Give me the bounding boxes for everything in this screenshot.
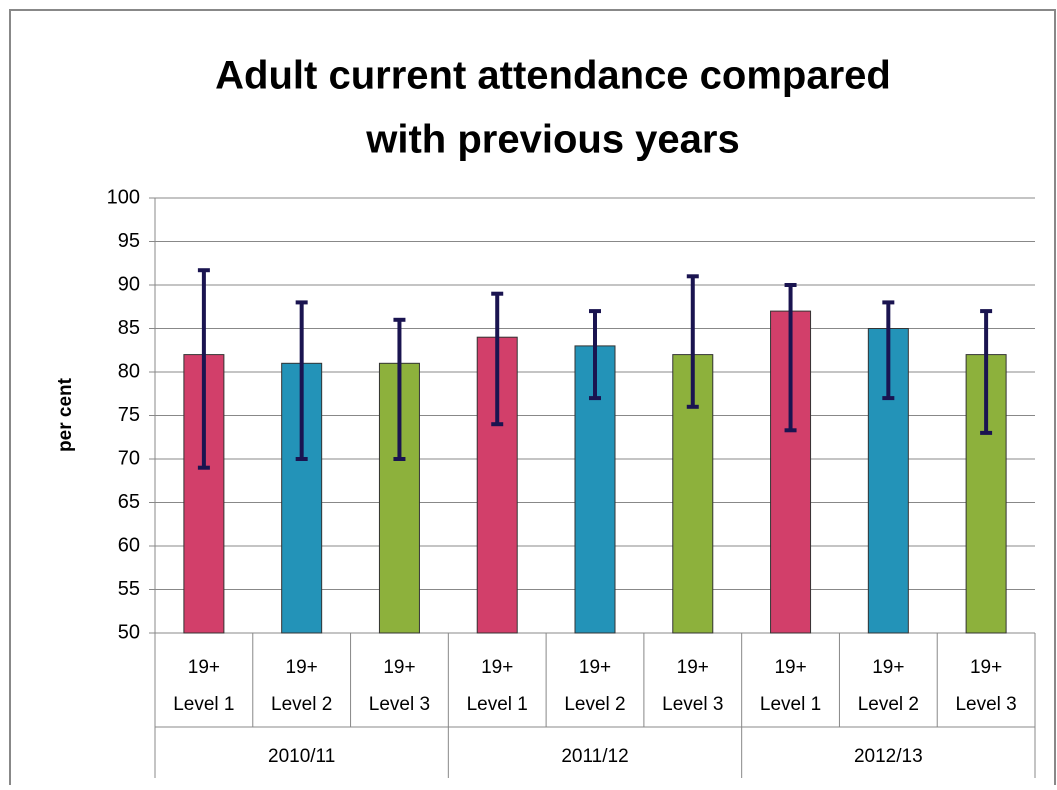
y-tick-label: 85 [118, 317, 140, 339]
error-bar [686, 274, 699, 409]
y-tick-label: 95 [118, 230, 140, 252]
x-tick-label: 19+ [286, 657, 318, 678]
chart-title: with previous years [365, 118, 739, 162]
error-bar [589, 309, 601, 401]
error-bar [393, 317, 406, 461]
y-axis-label: per cent [55, 377, 76, 452]
y-tick-label: 75 [118, 404, 140, 426]
x-tick-label: 19+ [481, 657, 513, 678]
x-tick-label: 19+ [872, 657, 904, 678]
group-label: 2010/11 [268, 746, 335, 767]
x-tick-label: 19+ [579, 657, 611, 678]
x-tick-label: 19+ [970, 657, 1002, 678]
error-bar [295, 300, 308, 461]
group-label: 2011/12 [561, 746, 628, 767]
x-tick-label: Level 1 [467, 694, 528, 715]
y-tick-label: 65 [118, 491, 140, 513]
y-tick-label: 100 [107, 186, 140, 208]
y-tick-label: 60 [118, 534, 140, 556]
y-tick-label: 70 [118, 447, 140, 469]
x-tick-label: 19+ [188, 657, 220, 678]
x-tick-label: Level 3 [662, 694, 723, 715]
error-bar [197, 268, 210, 470]
x-tick-label: Level 1 [173, 694, 234, 715]
x-tick-label: Level 2 [858, 694, 919, 715]
error-bar [980, 309, 993, 435]
y-tick-label: 50 [118, 621, 140, 643]
chart-title: Adult current attendance compared [215, 54, 891, 98]
y-tick-label: 55 [118, 578, 140, 600]
y-tick-label: 90 [118, 273, 140, 295]
x-tick-label: 19+ [774, 657, 806, 678]
error-bar [882, 300, 895, 401]
x-tick-label: Level 3 [369, 694, 430, 715]
x-tick-label: Level 1 [760, 694, 821, 715]
x-tick-label: Level 2 [271, 694, 332, 715]
x-tick-label: Level 3 [955, 694, 1016, 715]
error-bar [784, 283, 797, 433]
group-label: 2012/13 [854, 746, 923, 767]
x-tick-label: 19+ [383, 657, 415, 678]
x-tick-label: 19+ [677, 657, 709, 678]
y-tick-label: 80 [118, 360, 140, 382]
x-tick-label: Level 2 [564, 694, 625, 715]
error-bar [491, 291, 504, 427]
